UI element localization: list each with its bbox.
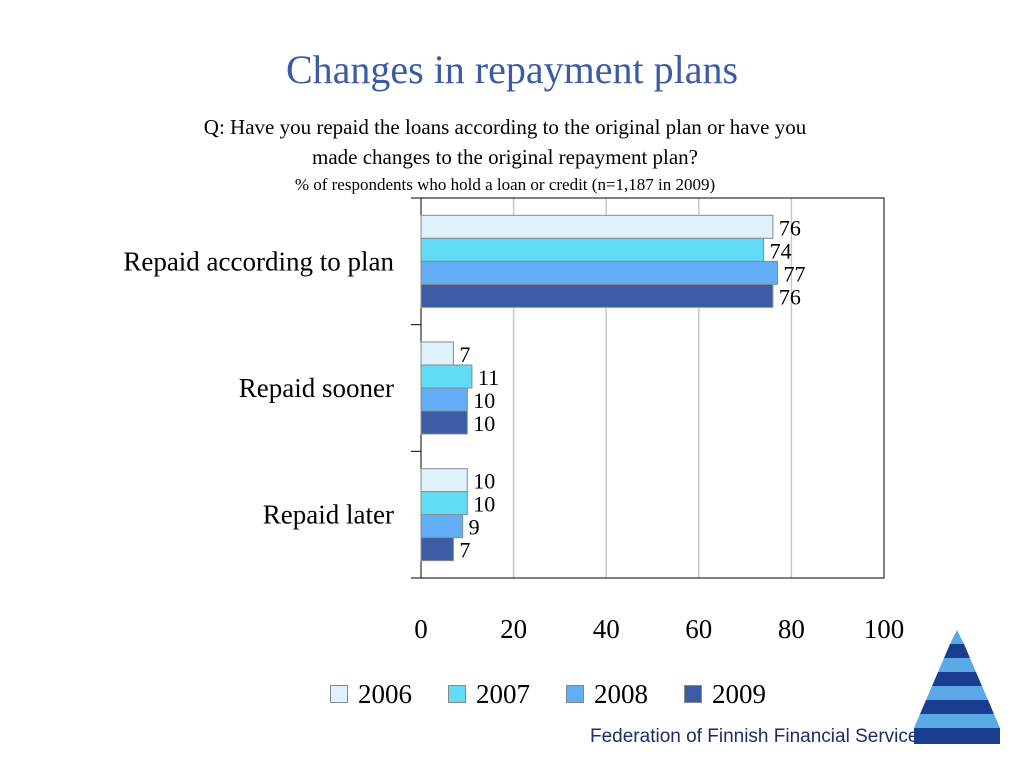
- legend-label-2008: 2008: [594, 678, 648, 709]
- stepped-triangle-logo-icon: [914, 630, 1000, 744]
- legend-item-2007: 2007: [448, 679, 530, 710]
- bar: [420, 214, 774, 239]
- legend-label-2009: 2009: [712, 678, 766, 709]
- legend-item-2006: 2006: [330, 679, 412, 710]
- legend-item-2009: 2009: [684, 679, 766, 710]
- bar: [420, 537, 454, 562]
- bar: [420, 237, 765, 262]
- chart-subtitle: % of respondents who hold a loan or cred…: [294, 175, 716, 194]
- data-label: 10: [473, 492, 495, 517]
- legend-swatch-2006: [330, 685, 348, 703]
- bar: [420, 364, 473, 389]
- bar: [420, 468, 468, 493]
- data-label: 74: [770, 238, 792, 263]
- data-label: 10: [473, 411, 495, 436]
- legend-swatch-2008: [566, 685, 584, 703]
- category-label: Repaid sooner: [239, 373, 394, 403]
- data-label: 7: [459, 538, 470, 563]
- bar: [420, 283, 774, 308]
- slide-title: Changes in repayment plans: [285, 47, 739, 92]
- survey-question-line-2: made changes to the original repayment p…: [311, 145, 699, 169]
- bar: [420, 491, 468, 516]
- bar: [420, 341, 454, 366]
- x-tick-label: 100: [864, 614, 905, 644]
- data-label: 10: [473, 469, 495, 494]
- x-tick-label: 80: [778, 614, 805, 644]
- x-tick-label: 60: [685, 614, 712, 644]
- bar: [420, 387, 468, 412]
- x-tick-label: 20: [500, 614, 527, 644]
- data-label: 10: [473, 388, 495, 413]
- data-label: 76: [779, 284, 801, 309]
- category-label: Repaid later: [263, 500, 394, 530]
- x-tick-label: 40: [593, 614, 620, 644]
- organization-name: Federation of Finnish Financial Services: [590, 726, 928, 747]
- legend-label-2007: 2007: [476, 678, 530, 709]
- chart-legend: 2006 2007 2008 2009: [330, 676, 802, 712]
- survey-question: Q: Have you repaid the loans according t…: [110, 112, 900, 172]
- x-tick-label: 0: [414, 614, 428, 644]
- bar: [420, 410, 468, 435]
- data-label: 76: [779, 215, 801, 240]
- data-label: 7: [459, 342, 470, 367]
- bar: [420, 260, 779, 285]
- bar: [420, 514, 464, 539]
- data-label: 9: [469, 515, 480, 540]
- data-label: 11: [478, 365, 499, 390]
- legend-swatch-2009: [684, 685, 702, 703]
- legend-label-2006: 2006: [358, 678, 412, 709]
- category-label: Repaid according to plan: [123, 246, 394, 276]
- legend-item-2008: 2008: [566, 679, 648, 710]
- legend-swatch-2007: [448, 685, 466, 703]
- data-label: 77: [784, 261, 806, 286]
- survey-question-line-1: Q: Have you repaid the loans according t…: [203, 115, 807, 139]
